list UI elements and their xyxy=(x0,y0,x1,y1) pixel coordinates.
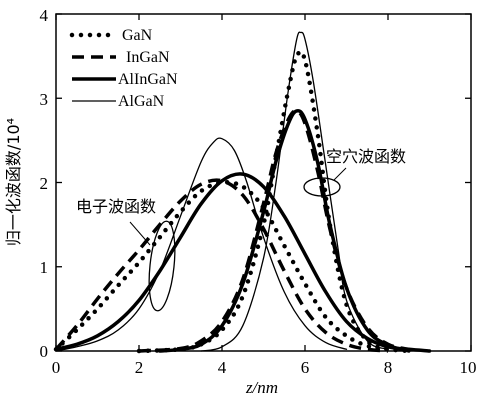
series-ingan-hole-line xyxy=(138,109,410,353)
legend-label-gan: GaN xyxy=(122,27,153,44)
series-layer xyxy=(53,31,432,354)
x-tick-label-4: 4 xyxy=(218,358,227,377)
electron-ellipse xyxy=(148,220,176,312)
hole-leader-line xyxy=(333,167,347,181)
hole-label: 空穴波函数 xyxy=(326,147,406,166)
legend-label-ingan: InGaN xyxy=(126,49,170,66)
electron-label: 电子波函数 xyxy=(76,197,156,216)
x-tick-label-0: 0 xyxy=(52,358,61,377)
hole-ellipse xyxy=(303,177,341,197)
tick-layer xyxy=(55,13,472,352)
x-tick-label-10: 10 xyxy=(460,358,477,377)
hole-annotation: 空穴波函数 xyxy=(303,147,406,197)
series-algan-electron-line xyxy=(55,137,348,352)
series-algan-hole-line xyxy=(200,31,389,352)
y-tick-label-1: 1 xyxy=(40,258,49,277)
x-tick-label-6: 6 xyxy=(301,358,310,377)
x-axis-title: z/nm xyxy=(245,378,278,397)
electron-annotation: 电子波函数 xyxy=(76,197,176,312)
legend: GaN InGaN AlInGaN AlGaN xyxy=(69,27,178,110)
electron-leader-line xyxy=(129,221,151,246)
series-alingan-electron-line xyxy=(54,172,432,353)
plot-frame xyxy=(55,13,472,352)
y-tick-label-0: 0 xyxy=(40,342,49,361)
y-axis-title: 归一化波函数/10⁴ xyxy=(4,118,23,246)
legend-label-alingan: AlInGaN xyxy=(118,71,178,88)
y-tick-label-2: 2 xyxy=(40,174,49,193)
x-tick-label-8: 8 xyxy=(384,358,393,377)
y-tick-label-4: 4 xyxy=(40,6,49,25)
y-tick-label-3: 3 xyxy=(40,90,49,109)
series-gan-hole-line xyxy=(136,49,391,354)
x-tick-label-2: 2 xyxy=(135,358,144,377)
legend-label-algan: AlGaN xyxy=(118,93,165,110)
